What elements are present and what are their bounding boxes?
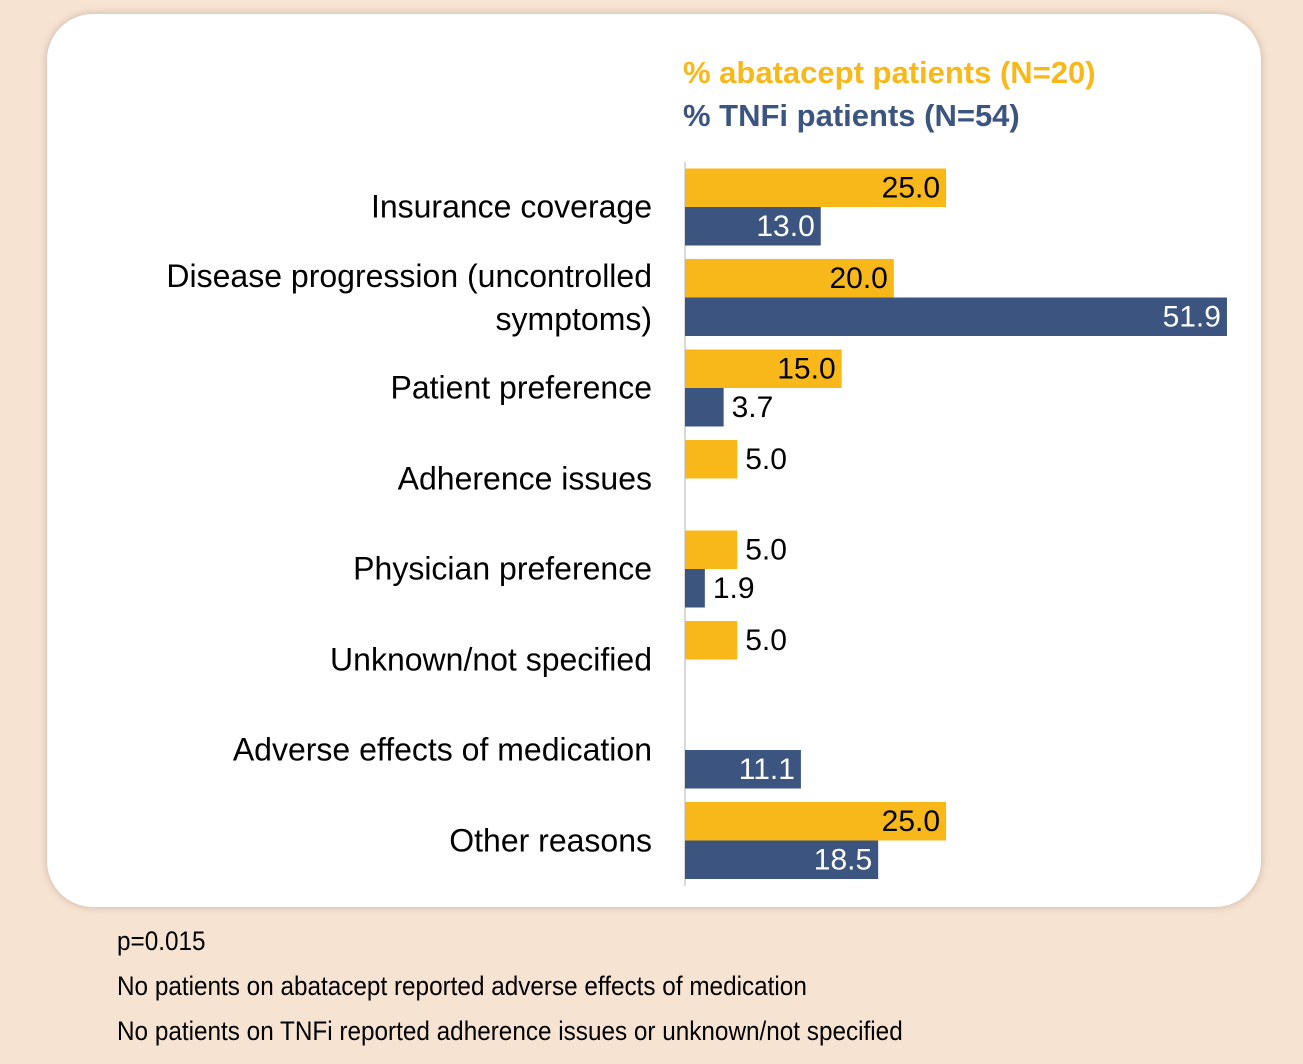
category-label: Disease progression (uncontrolled sympto… [166, 257, 652, 337]
bar [685, 621, 738, 660]
bar [685, 530, 738, 569]
category-label: Unknown/not specified [330, 641, 652, 677]
legend-entry: % TNFi patients (N=54) [683, 98, 1020, 133]
legend-entry: % abatacept patients (N=20) [683, 55, 1096, 90]
value-label: 20.0 [829, 262, 887, 295]
footnote: p=0.015 [117, 926, 206, 956]
footnote: No patients on abatacept reported advers… [117, 971, 807, 1001]
bar [685, 750, 801, 789]
value-label: 3.7 [732, 391, 774, 424]
category-label: Other reasons [449, 822, 652, 858]
value-label: 11.1 [739, 753, 795, 786]
category-label: Adherence issues [397, 460, 652, 496]
bar [685, 840, 879, 879]
value-label: 1.9 [713, 572, 755, 605]
value-label: 5.0 [745, 534, 787, 567]
bar [685, 297, 1227, 336]
category-label: Adverse effects of medication [232, 731, 652, 768]
category-label: Insurance coverage [370, 188, 652, 225]
value-label: 5.0 [745, 624, 787, 657]
bar [685, 388, 724, 427]
footnote: No patients on TNFi reported adherence i… [117, 1016, 903, 1046]
bar [685, 569, 705, 608]
value-label: 5.0 [745, 443, 787, 476]
chart-card [47, 14, 1261, 907]
category-label: Physician preference [353, 550, 652, 587]
value-label: 15.0 [777, 353, 835, 386]
category-label: Patient preference [390, 369, 653, 406]
bar [685, 802, 947, 841]
bar [685, 349, 842, 388]
bar [685, 207, 821, 246]
bar [685, 440, 738, 479]
value-label: 25.0 [882, 805, 940, 838]
value-label: 18.5 [814, 844, 872, 877]
bar [685, 168, 947, 207]
value-label: 25.0 [882, 172, 940, 205]
value-label: 13.0 [756, 210, 814, 243]
value-label: 51.9 [1163, 301, 1221, 334]
bar [685, 259, 894, 298]
